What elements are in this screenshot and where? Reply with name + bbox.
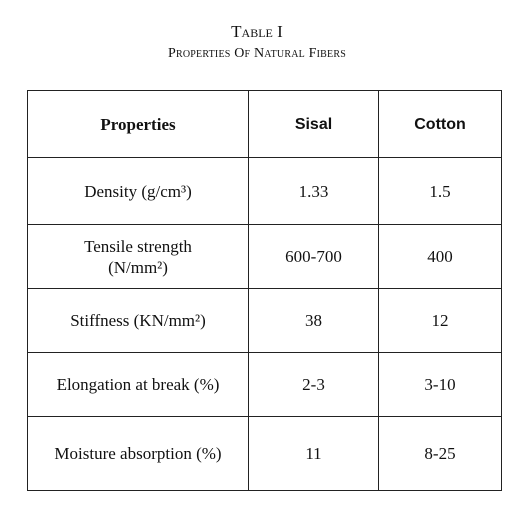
column-header: Properties [27,90,249,158]
value-cell: 2-3 [248,352,379,417]
table-row: Moisture absorption (%) 11 8-25 [27,416,502,491]
value-cell: 1.5 [378,157,502,225]
properties-table: Properties Sisal Cotton Density (g/cm³) 1.3… [27,90,502,491]
table-row: Elongation at break (%) 2-3 3-10 [27,352,502,417]
property-cell: Density (g/cm³) [27,157,249,225]
property-cell: Stiffness (KN/mm²) [27,288,249,353]
value-cell: 8-25 [378,416,502,491]
table-row: Stiffness (KN/mm²) 38 12 [27,288,502,353]
table-body: Density (g/cm³) 1.33 1.5 Tensile strength (… [27,157,502,491]
header-row: Properties Sisal Cotton [27,90,502,158]
table-subtitle: Properties Of Natural Fibers [168,46,346,61]
table-row: Tensile strength (N/mm²) 600-700 400 [27,224,502,289]
column-header: Sisal [248,90,379,158]
value-cell: 38 [248,288,379,353]
property-cell: Tensile strength (N/mm²) [27,224,249,289]
column-header: Cotton [378,90,502,158]
table-title: Table I [231,22,283,41]
table-row: Density (g/cm³) 1.33 1.5 [27,157,502,225]
value-cell: 600-700 [248,224,379,289]
property-cell: Elongation at break (%) [27,352,249,417]
value-cell: 11 [248,416,379,491]
value-cell: 400 [378,224,502,289]
table-header: Properties Sisal Cotton [27,90,502,158]
value-cell: 12 [378,288,502,353]
value-cell: 1.33 [248,157,379,225]
value-cell: 3-10 [378,352,502,417]
property-cell: Moisture absorption (%) [27,416,249,491]
